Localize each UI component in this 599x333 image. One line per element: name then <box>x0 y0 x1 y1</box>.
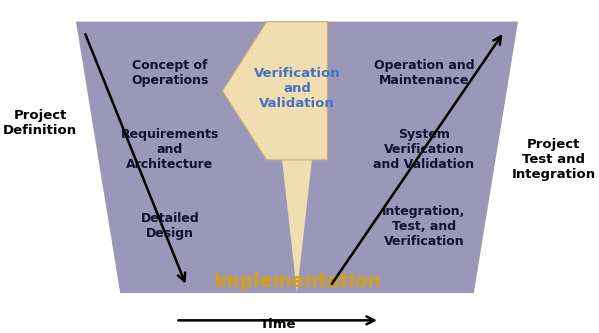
Polygon shape <box>76 22 518 293</box>
Text: Project
Definition: Project Definition <box>3 109 77 137</box>
Text: Project
Test and
Integration: Project Test and Integration <box>512 138 596 181</box>
Text: Detailed
Design: Detailed Design <box>141 212 199 240</box>
Text: Time: Time <box>259 318 296 331</box>
Polygon shape <box>76 22 297 293</box>
Polygon shape <box>222 22 328 160</box>
Text: Operation and
Maintenance: Operation and Maintenance <box>374 59 474 87</box>
Polygon shape <box>297 22 518 293</box>
Text: Implementation: Implementation <box>213 272 381 291</box>
Text: Verification
and
Validation: Verification and Validation <box>254 67 340 110</box>
Text: Requirements
and
Architecture: Requirements and Architecture <box>121 128 219 171</box>
Text: System
Verification
and Validation: System Verification and Validation <box>374 128 474 171</box>
Text: Integration,
Test, and
Verification: Integration, Test, and Verification <box>382 205 466 248</box>
Text: Concept of
Operations: Concept of Operations <box>131 59 208 87</box>
